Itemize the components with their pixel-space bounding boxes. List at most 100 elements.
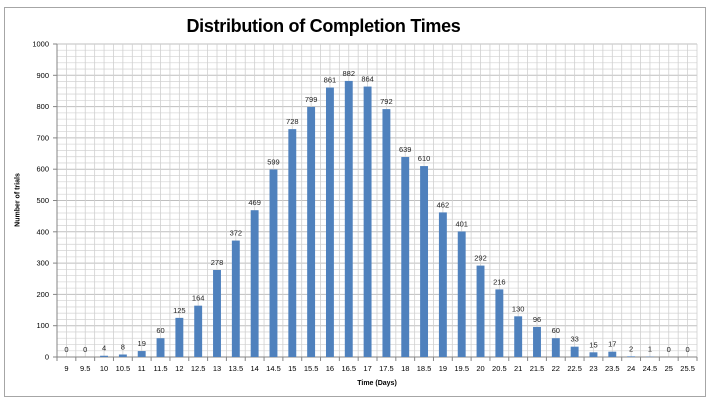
bar bbox=[533, 326, 541, 357]
data-label: 610 bbox=[418, 154, 431, 163]
bar bbox=[269, 169, 278, 357]
bar bbox=[363, 86, 372, 358]
y-tick-label: 700 bbox=[36, 133, 49, 142]
x-tick-label: 19.5 bbox=[454, 364, 469, 373]
y-axis-ticks: 0 100 200 300 400 500 600 700 800 900 1000 bbox=[32, 40, 57, 362]
data-label: 15 bbox=[589, 340, 597, 349]
x-tick-label: 17 bbox=[363, 364, 371, 373]
data-label: 292 bbox=[474, 254, 487, 263]
bar bbox=[344, 80, 353, 358]
x-tick-label: 16.5 bbox=[341, 364, 356, 373]
bar bbox=[250, 210, 259, 357]
x-tick-label: 20.5 bbox=[492, 364, 507, 373]
y-tick-label: 100 bbox=[36, 321, 49, 330]
x-tick-label: 22 bbox=[552, 364, 560, 373]
data-label: 639 bbox=[399, 145, 412, 154]
data-label: 864 bbox=[361, 75, 374, 84]
x-tick-label: 21.5 bbox=[530, 364, 545, 373]
y-tick-label: 0 bbox=[45, 353, 49, 362]
bar bbox=[307, 106, 316, 358]
data-label: 33 bbox=[570, 335, 578, 344]
bar bbox=[213, 269, 221, 357]
x-tick-label: 12.5 bbox=[191, 364, 206, 373]
data-label: 2 bbox=[629, 344, 633, 353]
x-tick-label: 10.5 bbox=[116, 364, 131, 373]
x-tick-label: 12 bbox=[175, 364, 183, 373]
y-tick-label: 1000 bbox=[32, 40, 49, 49]
bar bbox=[137, 351, 146, 357]
x-tick-label: 25 bbox=[665, 364, 673, 373]
data-label: 278 bbox=[211, 258, 224, 267]
data-label: 728 bbox=[286, 117, 299, 126]
x-tick-label: 9 bbox=[64, 364, 68, 373]
data-label: 401 bbox=[455, 219, 468, 228]
data-label: 60 bbox=[156, 326, 164, 335]
x-tick-label: 25.5 bbox=[680, 364, 695, 373]
bar bbox=[438, 212, 447, 357]
x-tick-label: 15.5 bbox=[304, 364, 319, 373]
x-tick-label: 13.5 bbox=[229, 364, 244, 373]
y-tick-label: 500 bbox=[36, 196, 49, 205]
x-tick-label: 14.5 bbox=[266, 364, 281, 373]
data-label: 0 bbox=[83, 345, 87, 354]
data-label: 0 bbox=[667, 345, 671, 354]
y-tick-label: 900 bbox=[36, 71, 49, 80]
bar bbox=[118, 354, 127, 357]
x-tick-label: 16 bbox=[326, 364, 334, 373]
bar bbox=[401, 156, 410, 357]
data-label: 8 bbox=[121, 342, 125, 351]
data-labels: 0 0 4 8 196012516427837246959972879986188286… bbox=[64, 69, 689, 354]
data-label: 4 bbox=[102, 344, 106, 353]
bar bbox=[570, 346, 579, 357]
data-label: 96 bbox=[533, 315, 541, 324]
x-tick-label: 13 bbox=[213, 364, 221, 373]
data-label: 799 bbox=[305, 95, 318, 104]
bar bbox=[100, 355, 109, 357]
data-label: 0 bbox=[686, 345, 690, 354]
bars bbox=[100, 80, 654, 358]
x-tick-label: 23.5 bbox=[605, 364, 620, 373]
data-label: 216 bbox=[493, 277, 506, 286]
data-label: 17 bbox=[608, 340, 616, 349]
x-tick-label: 18 bbox=[401, 364, 409, 373]
x-tick-label: 24 bbox=[627, 364, 635, 373]
data-label: 60 bbox=[552, 326, 560, 335]
bar bbox=[608, 351, 617, 357]
bar bbox=[325, 87, 334, 357]
data-label: 1 bbox=[648, 345, 652, 354]
data-label: 19 bbox=[138, 339, 146, 348]
bar bbox=[420, 166, 429, 357]
bar bbox=[551, 338, 560, 357]
y-tick-label: 300 bbox=[36, 259, 49, 268]
y-tick-label: 800 bbox=[36, 102, 49, 111]
x-tick-label: 23 bbox=[589, 364, 597, 373]
x-tick-label: 14 bbox=[250, 364, 258, 373]
x-tick-label: 19 bbox=[439, 364, 447, 373]
bar bbox=[156, 338, 165, 357]
gridlines bbox=[56, 43, 698, 358]
bar bbox=[627, 356, 636, 357]
bar bbox=[288, 129, 297, 357]
x-tick-label: 11 bbox=[138, 364, 146, 373]
y-tick-label: 200 bbox=[36, 290, 49, 299]
bar bbox=[495, 289, 504, 357]
x-tick-label: 18.5 bbox=[417, 364, 432, 373]
data-label: 125 bbox=[173, 306, 186, 315]
bar bbox=[231, 240, 240, 357]
data-label: 372 bbox=[230, 229, 243, 238]
chart-title: Distribution of Completion Times bbox=[186, 16, 461, 36]
data-label: 130 bbox=[512, 304, 525, 313]
y-tick-label: 400 bbox=[36, 227, 49, 236]
data-label: 0 bbox=[64, 345, 68, 354]
data-label: 462 bbox=[437, 200, 450, 209]
bar bbox=[175, 317, 184, 357]
x-tick-label: 24.5 bbox=[643, 364, 658, 373]
x-tick-label: 20 bbox=[476, 364, 484, 373]
data-label: 882 bbox=[343, 69, 356, 78]
x-tick-label: 17.5 bbox=[379, 364, 394, 373]
bar bbox=[194, 305, 203, 357]
x-tick-label: 15 bbox=[288, 364, 296, 373]
data-label: 469 bbox=[248, 198, 261, 207]
x-tick-label: 9.5 bbox=[80, 364, 90, 373]
bar bbox=[476, 265, 485, 357]
